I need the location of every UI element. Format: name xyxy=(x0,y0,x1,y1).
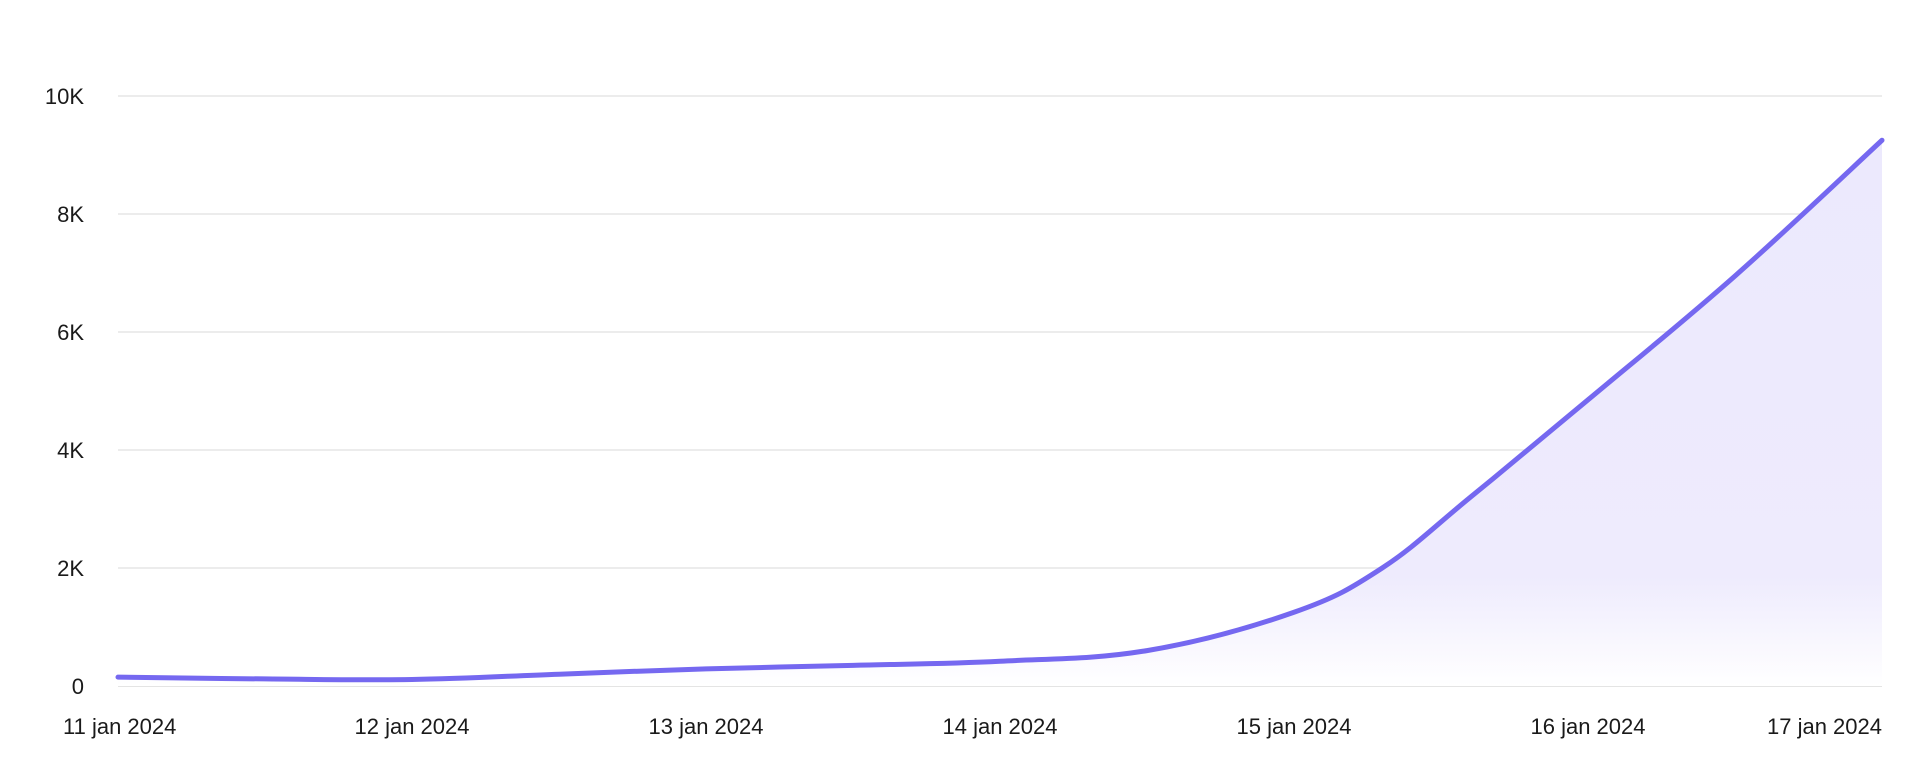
x-tick-label: 16 jan 2024 xyxy=(1531,714,1646,739)
x-tick-label: 13 jan 2024 xyxy=(649,714,764,739)
x-tick-label: 12 jan 2024 xyxy=(355,714,470,739)
x-tick-label: 14 jan 2024 xyxy=(943,714,1058,739)
series-line xyxy=(115,137,1885,683)
y-tick-label: 8K xyxy=(57,202,84,227)
x-tick-label: 15 jan 2024 xyxy=(1237,714,1352,739)
y-tick-label: 6K xyxy=(57,320,84,345)
series-line-layer xyxy=(115,137,1885,683)
x-tick-label: 17 jan 2024 xyxy=(1767,714,1882,739)
x-axis-labels: 11 jan 2024 12 jan 2024 13 jan 2024 14 jan … xyxy=(63,714,1882,739)
area-fill-layer xyxy=(118,140,1882,686)
y-axis-labels: 0 2K 4K 6K 8K 10K xyxy=(45,84,84,699)
y-tick-label: 4K xyxy=(57,438,84,463)
series-area-fill xyxy=(118,140,1882,686)
y-tick-label: 0 xyxy=(72,674,84,699)
x-tick-label: 11 jan 2024 xyxy=(63,714,176,739)
y-tick-label: 10K xyxy=(45,84,84,109)
y-tick-label: 2K xyxy=(57,556,84,581)
